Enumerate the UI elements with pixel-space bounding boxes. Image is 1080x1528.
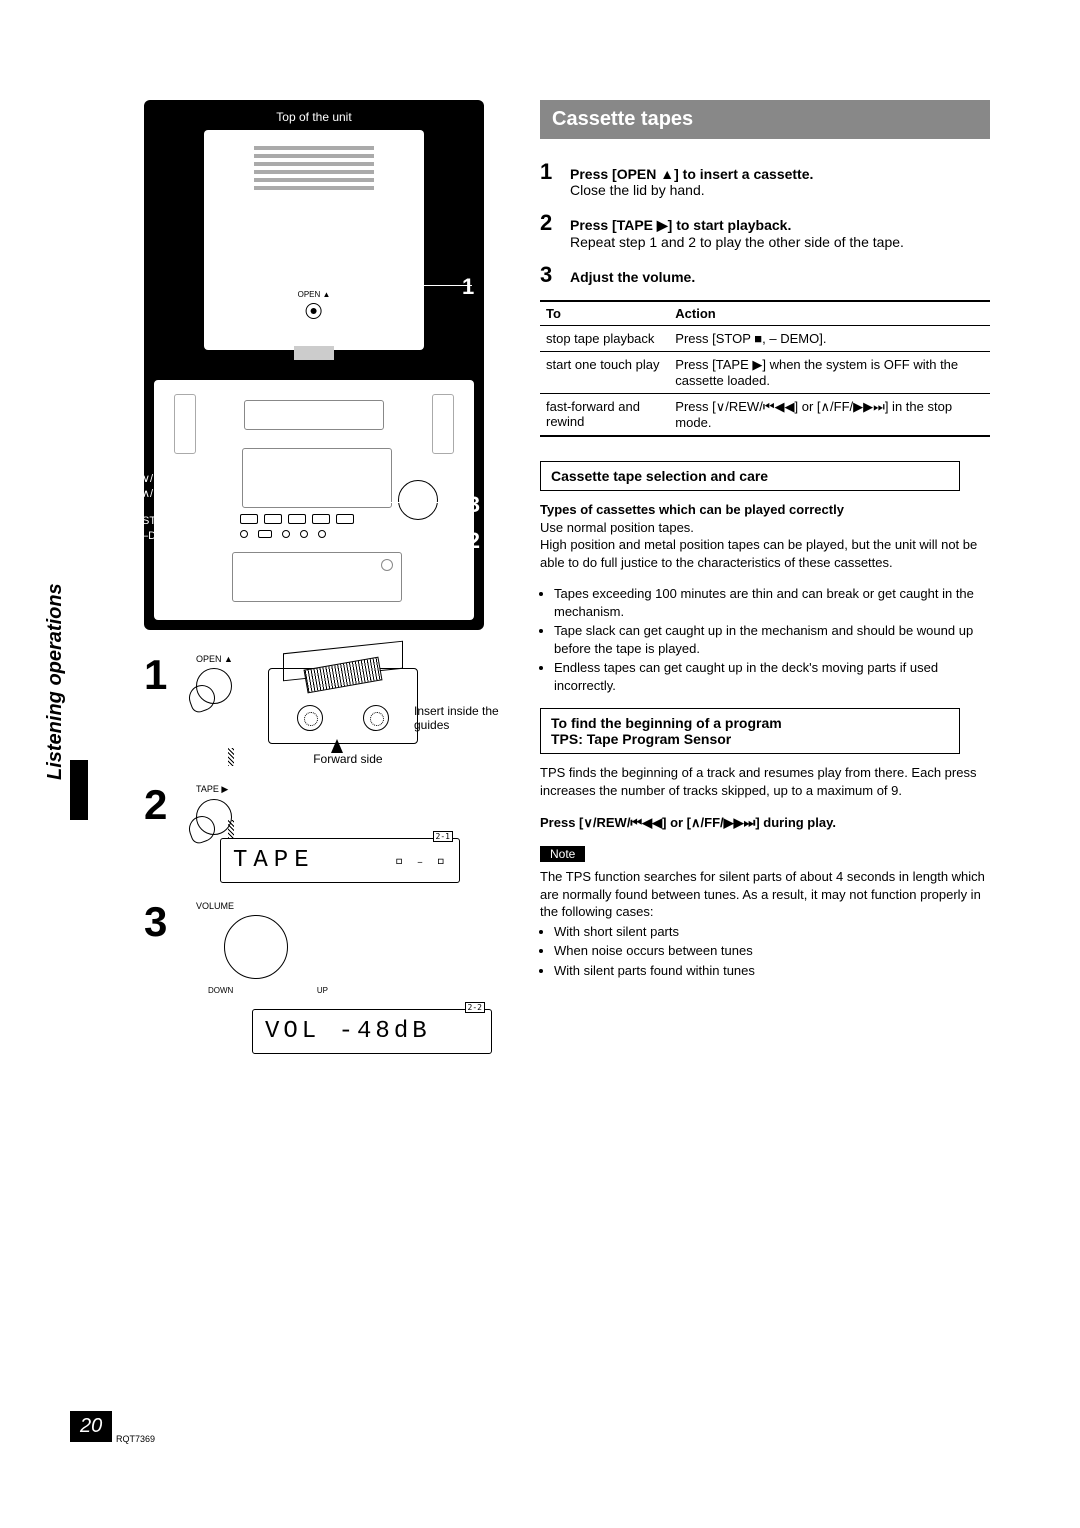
press-open-icon: [196, 668, 232, 704]
step-2-illus: 2 TAPE ▶ 2-1 TAPE ▫ ₋ ▫: [144, 784, 494, 883]
tape-display-icons: ▫ ₋ ▫: [395, 853, 447, 869]
instruction-step-3: 3 Adjust the volume.: [540, 262, 990, 288]
table-row: stop tape playback Press [STOP ■, – DEMO…: [540, 326, 990, 352]
vol-display: VOL -48dB: [265, 1018, 431, 1045]
volume-label: VOLUME: [196, 901, 494, 911]
col-action: Action: [669, 301, 990, 326]
left-column: Top of the unit OPEN ▲ 1: [144, 100, 494, 1072]
callout-3: 3: [468, 492, 480, 518]
types-bullets: Tapes exceeding 100 minutes are thin and…: [540, 585, 990, 694]
vol-up-label: UP: [317, 986, 328, 995]
table-row: fast-forward and rewind Press [∨/REW/⏮◀◀…: [540, 394, 990, 437]
tps-box: To find the beginning of a program TPS: …: [540, 708, 960, 754]
steps-illustrations: 1 OPEN ▲ Forward side Ins: [144, 654, 494, 1054]
rew-ff-label: ∨/REW/⏮◀◀, ∧/FF/▶▶⏭: [142, 472, 212, 503]
right-column: Cassette tapes 1 Press [OPEN ▲] to inser…: [540, 100, 990, 993]
note-bullets: With short silent parts When noise occur…: [540, 923, 990, 980]
section-tab: Listening operations: [44, 583, 67, 780]
document-id: RQT7369: [116, 1434, 155, 1444]
note-body: The TPS function searches for silent par…: [540, 868, 990, 921]
volume-knob-icon: [224, 915, 288, 979]
tape-display: TAPE: [233, 847, 315, 874]
forward-side-label: Forward side: [268, 752, 428, 766]
tps-press: Press [∨/REW/⏮◀◀] or [∧/FF/▶▶⏭] during p…: [540, 814, 990, 832]
press-tape-icon: [196, 799, 232, 835]
page-number: 20: [70, 1411, 112, 1442]
insert-inside-label: Insert inside the guides: [414, 704, 524, 732]
deck-open-icon: [268, 668, 418, 744]
unit-diagram: Top of the unit OPEN ▲ 1: [144, 100, 484, 630]
note-label: Note: [540, 846, 585, 862]
instruction-step-2: 2 Press [TAPE ▶] to start playback. Repe…: [540, 210, 990, 250]
vol-down-label: DOWN: [208, 986, 233, 995]
tape-btn-label: TAPE ▶: [196, 784, 494, 795]
stop-demo-label: STOP■, –DEMO: [142, 514, 181, 545]
unit-top-view: OPEN ▲: [204, 130, 424, 350]
badge-2-2: 2-2: [465, 1002, 485, 1013]
col-to: To: [540, 301, 669, 326]
open-button-icon: [306, 303, 322, 319]
types-text: Types of cassettes which can be played c…: [540, 501, 990, 571]
callout-1: 1: [462, 274, 474, 300]
step-3-illus: 3 VOLUME DOWN UP 2-2 VOL -48dB: [144, 901, 494, 1054]
table-row: start one touch play Press [TAPE ▶] when…: [540, 352, 990, 394]
action-table: To Action stop tape playback Press [STOP…: [540, 300, 990, 437]
top-of-unit-label: Top of the unit: [154, 110, 474, 130]
open-label: OPEN ▲: [298, 290, 331, 299]
side-black-block: [70, 760, 88, 820]
badge-2-1: 2-1: [433, 831, 453, 842]
callout-2: 2: [468, 528, 480, 554]
selection-care-box: Cassette tape selection and care: [540, 461, 960, 491]
tps-body: TPS finds the beginning of a track and r…: [540, 764, 990, 799]
instruction-step-1: 1 Press [OPEN ▲] to insert a cassette. C…: [540, 159, 990, 198]
step-1-illus: 1 OPEN ▲ Forward side Ins: [144, 654, 494, 766]
section-header: Cassette tapes: [540, 100, 990, 139]
